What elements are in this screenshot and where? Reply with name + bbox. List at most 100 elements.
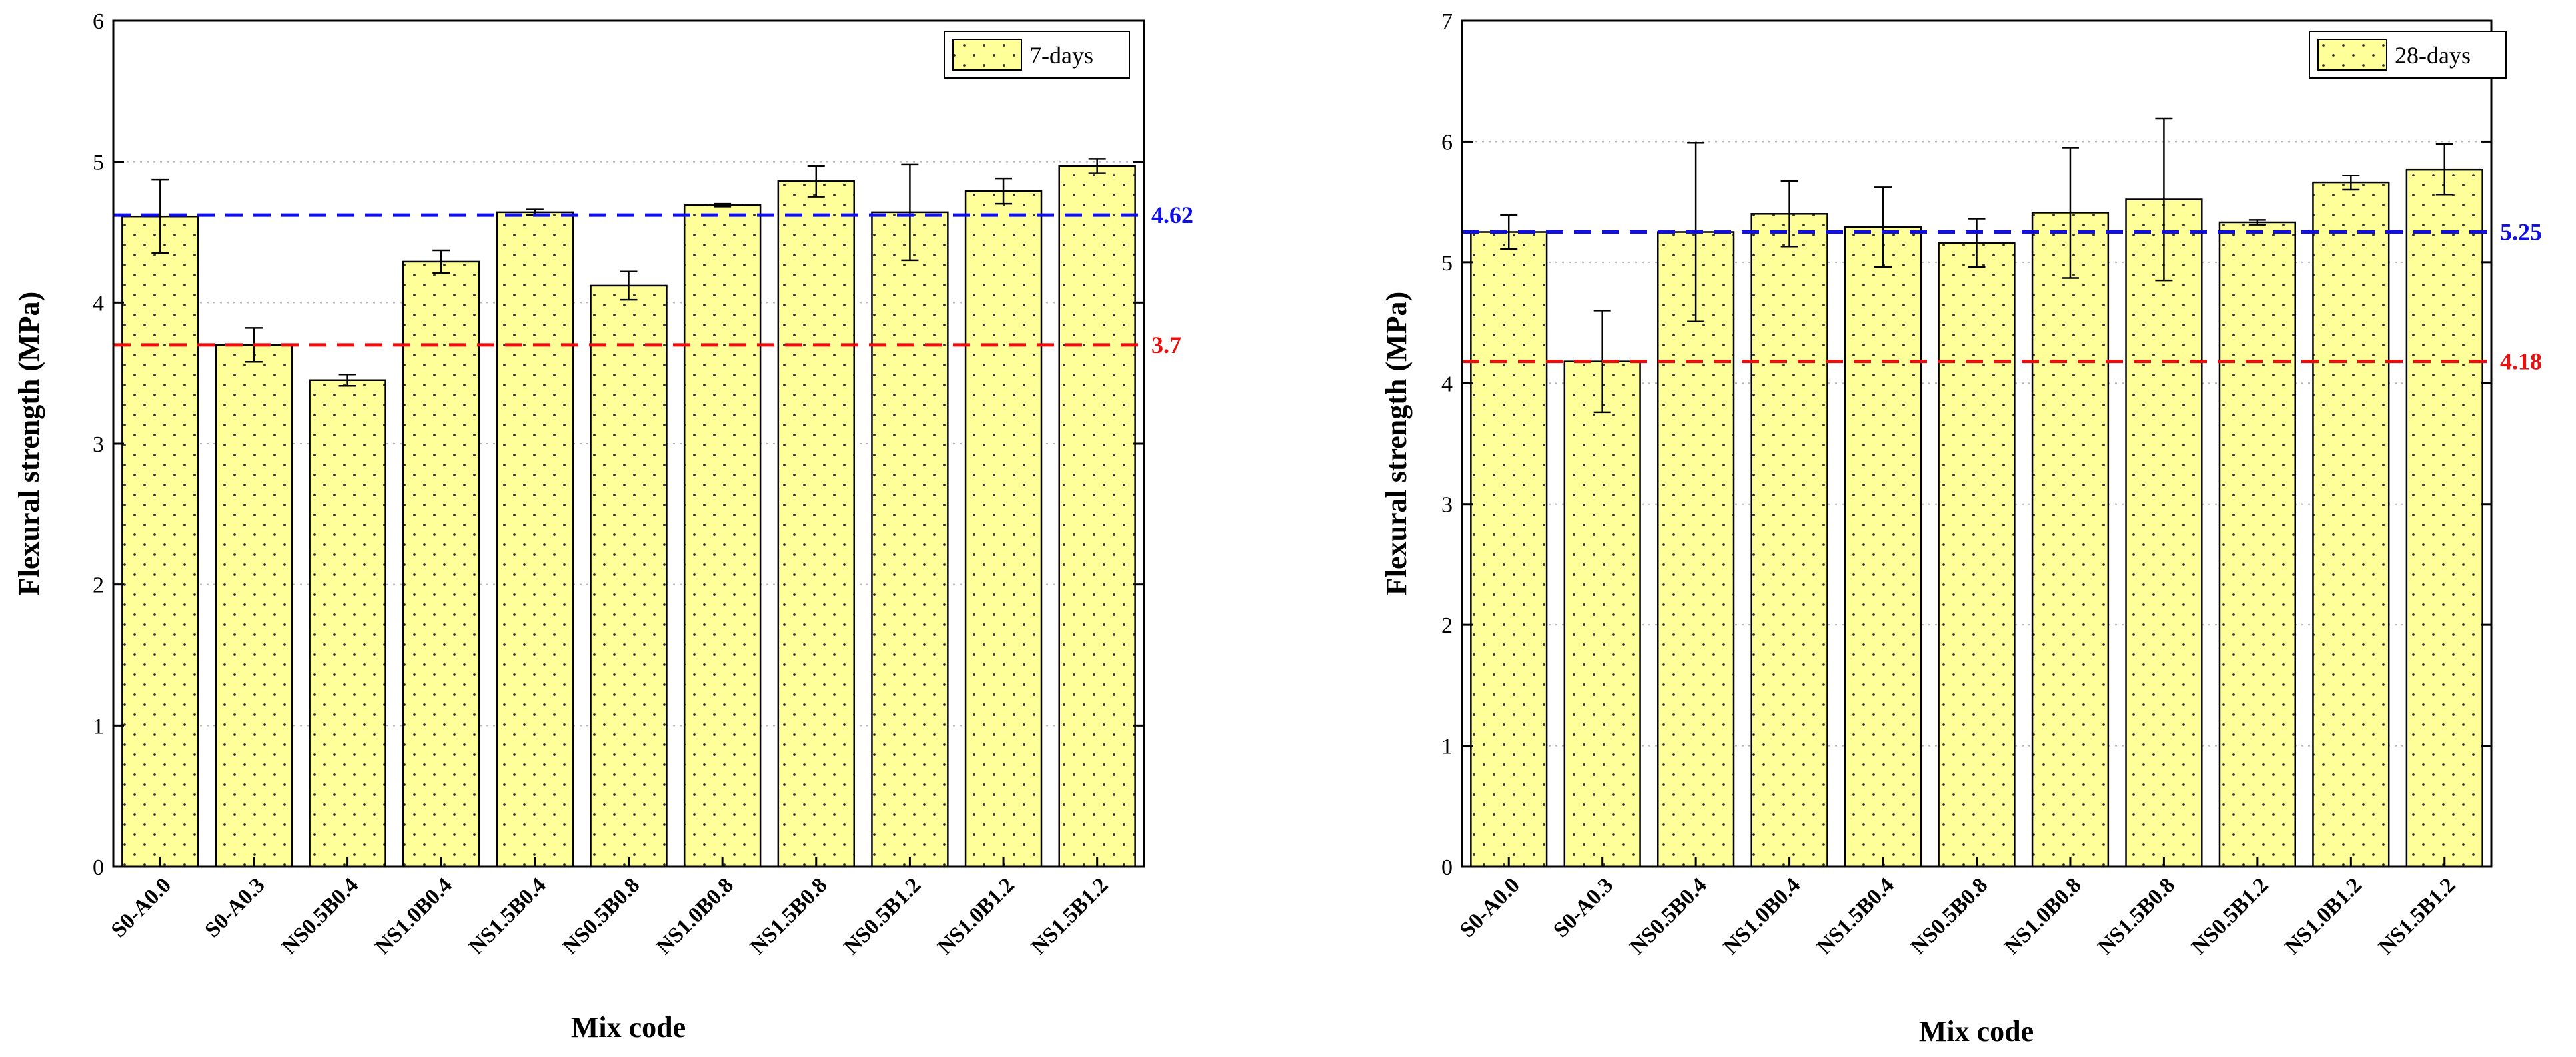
x-tick-label: NS1.0B1.2 (2281, 873, 2367, 959)
y-tick-label: 4 (93, 291, 104, 316)
bars-28 (1470, 168, 2483, 868)
bar (309, 379, 386, 868)
yticks-7: 0 1 2 3 4 5 6 (93, 9, 1144, 880)
legend-label-7: 7-days (1029, 42, 1093, 69)
x-tick-label: NS1.0B0.8 (2000, 873, 2086, 959)
y-tick-label: 1 (93, 714, 104, 739)
xticks-7: S0-A0.0 S0-A0.3 NS0.5B0.4 NS1.0B0.4 NS1.5B0.… (107, 857, 1113, 959)
x-tick-label: NS0.5B0.4 (277, 873, 363, 959)
bar (1470, 231, 1548, 868)
plot-frame-7 (112, 19, 1145, 868)
x-tick-label: S0-A0.3 (201, 873, 270, 942)
x-tick-label: S0-A0.0 (1455, 873, 1525, 942)
bar (121, 215, 199, 868)
y-tick-label: 4 (1441, 372, 1453, 396)
y-axis-title-7: Flexural strength (MPa) (13, 292, 45, 595)
x-tick-label: NS1.5B1.2 (1027, 873, 1113, 959)
x-tick-label: NS1.5B1.2 (2374, 873, 2460, 959)
x-tick-label: NS0.5B0.8 (558, 873, 644, 959)
error-bar (714, 202, 732, 208)
bar (2405, 168, 2483, 868)
bar (1058, 165, 1136, 868)
plot-frame-28 (1461, 19, 2493, 868)
y-tick-label: 5 (93, 151, 104, 175)
error-bar (1874, 186, 1892, 268)
error-bar (620, 270, 638, 301)
error-bar (995, 177, 1013, 205)
reflines-7: 4.62 3.7 (113, 202, 1193, 358)
y-tick-label: 6 (1441, 130, 1453, 155)
bar (777, 180, 855, 868)
x-tick-label: NS1.5B0.4 (464, 873, 550, 959)
bar (1563, 360, 1641, 868)
x-tick-label: NS0.5B0.8 (1906, 873, 1992, 959)
x-tick-label: NS1.5B0.8 (746, 873, 832, 959)
x-tick-label: NS1.5B0.4 (1813, 873, 1899, 959)
bar (1750, 213, 1828, 868)
bar (871, 211, 949, 868)
y-tick-label: 2 (93, 573, 104, 598)
y-axis-title-28: Flexural strength (MPa) (1380, 292, 1413, 595)
x-tick-label: NS1.0B1.2 (934, 873, 1019, 959)
y-tick-label: 5 (1441, 251, 1453, 276)
y-tick-label: 3 (93, 432, 104, 457)
error-bar (1500, 214, 1518, 250)
error-bar (2342, 174, 2360, 191)
y-tick-label: 1 (1441, 735, 1453, 759)
y-tick-label: 7 (1441, 9, 1453, 34)
bar (590, 284, 668, 868)
bar (964, 190, 1043, 868)
x-tick-label: NS0.5B1.2 (840, 873, 926, 959)
bars-7 (121, 165, 1136, 868)
error-bar (2248, 219, 2266, 226)
y-tick-label: 3 (1441, 493, 1453, 518)
x-tick-label: NS1.0B0.4 (371, 873, 457, 959)
legend-28: 28-days (2309, 31, 2507, 79)
errorbars-7 (151, 158, 1106, 387)
y-tick-label: 0 (93, 855, 104, 880)
bar (215, 344, 293, 868)
x-tick-label: NS0.5B1.2 (2187, 873, 2273, 959)
legend-swatch-7 (952, 39, 1022, 71)
error-bar (2435, 143, 2453, 196)
error-bar (1780, 180, 1798, 248)
x-tick-label: NS1.5B0.8 (2094, 873, 2180, 959)
reference-line-label: 4.18 (2500, 348, 2542, 375)
xticks-28: S0-A0.0 S0-A0.3 NS0.5B0.4 NS1.0B0.4 NS1.5B0.… (1455, 857, 2460, 959)
y-tick-label: 0 (1441, 855, 1453, 880)
error-bar (151, 178, 169, 254)
bar (2125, 198, 2203, 868)
y-tick-label: 6 (93, 9, 104, 34)
bar (683, 204, 762, 868)
bar (2312, 181, 2390, 868)
legend-label-28: 28-days (2395, 42, 2471, 69)
y-tick-label: 2 (1441, 613, 1453, 638)
bar (1938, 242, 2016, 868)
error-bar (1968, 218, 1986, 268)
x-tick-label: NS1.0B0.8 (652, 873, 738, 959)
error-bar (338, 374, 356, 387)
bar (2218, 221, 2296, 868)
error-bar (901, 163, 919, 262)
error-bar (1088, 158, 1106, 174)
x-axis-title-28: Mix code (1919, 1015, 2034, 1048)
error-bar (432, 249, 450, 274)
x-axis-title-7: Mix code (571, 1011, 686, 1044)
errorbars-28 (1500, 117, 2453, 414)
legend-swatch-28 (2317, 39, 2387, 71)
x-tick-label: S0-A0.3 (1549, 873, 1618, 942)
reflines-28: 5.25 4.18 (1462, 219, 2542, 375)
error-bar (807, 165, 825, 198)
bar (2031, 212, 2110, 868)
x-tick-label: NS1.0B0.4 (1719, 873, 1805, 959)
error-bar (2155, 117, 2173, 282)
x-tick-label: S0-A0.0 (107, 873, 176, 942)
legend-7: 7-days (944, 31, 1130, 79)
x-tick-label: NS0.5B0.4 (1626, 873, 1712, 959)
bar (1657, 231, 1735, 868)
error-bar (2061, 147, 2079, 279)
reference-line-label: 5.25 (2500, 219, 2542, 246)
reference-line-label: 4.62 (1151, 202, 1193, 228)
